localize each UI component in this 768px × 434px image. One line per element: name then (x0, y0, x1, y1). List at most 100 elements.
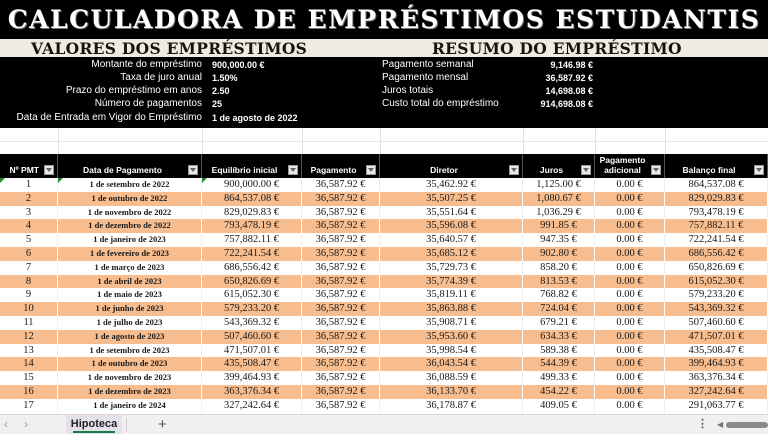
table-cell[interactable]: 36,587.92 € (302, 398, 380, 413)
horizontal-scrollbar[interactable] (726, 422, 768, 428)
table-cell[interactable]: 793,478.19 € (665, 205, 768, 220)
table-cell[interactable]: 1 de setembro de 2023 (58, 343, 202, 358)
table-cell[interactable]: 36,587.92 € (302, 205, 380, 220)
table-cell[interactable]: 36,587.92 € (302, 274, 380, 289)
column-header[interactable]: Pagamento adicional (595, 154, 665, 178)
table-cell[interactable]: 679.21 € (523, 315, 595, 330)
table-cell[interactable]: 327,242.64 € (665, 384, 768, 399)
table-cell[interactable]: 543,369.32 € (202, 315, 302, 330)
start-date-value[interactable]: 1 de agosto de 2022 (212, 113, 298, 123)
table-cell[interactable]: 35,774.39 € (380, 274, 523, 289)
table-cell[interactable]: 947.35 € (523, 233, 595, 247)
table-cell[interactable]: 864,537.08 € (202, 191, 302, 206)
table-cell[interactable]: 615,052.30 € (665, 274, 768, 289)
table-cell[interactable]: 650,826.69 € (665, 260, 768, 275)
table-cell[interactable]: 17 (0, 398, 58, 413)
table-cell[interactable]: 686,556.42 € (202, 260, 302, 275)
table-cell[interactable]: 35,507.25 € (380, 191, 523, 206)
table-cell[interactable]: 793,478.19 € (202, 219, 302, 234)
table-cell[interactable]: 35,640.57 € (380, 233, 523, 247)
table-cell[interactable]: 454.22 € (523, 384, 595, 399)
table-cell[interactable]: 1 de outubro de 2023 (58, 357, 202, 372)
table-cell[interactable]: 543,369.32 € (665, 302, 768, 316)
table-cell[interactable]: 36,088.59 € (380, 371, 523, 385)
table-cell[interactable]: 36,587.92 € (302, 315, 380, 330)
filter-dropdown-icon[interactable] (581, 165, 591, 175)
interest-rate-value[interactable]: 1.50% (212, 73, 238, 83)
table-cell[interactable]: 435,508.47 € (665, 343, 768, 358)
table-cell[interactable]: 1 de dezembro de 2022 (58, 219, 202, 234)
table-cell[interactable]: 0.00 € (595, 260, 665, 275)
table-cell[interactable]: 11 (0, 315, 58, 330)
table-cell[interactable]: 1 de novembro de 2022 (58, 205, 202, 220)
table-cell[interactable]: 7 (0, 260, 58, 275)
table-cell[interactable]: 1,080.67 € (523, 191, 595, 206)
more-options-icon[interactable]: ⋮ (697, 418, 708, 430)
table-cell[interactable]: 35,462.92 € (380, 178, 523, 192)
table-cell[interactable]: 36,587.92 € (302, 288, 380, 303)
table-cell[interactable]: 499.33 € (523, 371, 595, 385)
table-cell[interactable]: 1 de janeiro de 2023 (58, 233, 202, 247)
table-cell[interactable]: 1 de dezembro de 2023 (58, 384, 202, 399)
loan-term-value[interactable]: 2.50 (212, 86, 230, 96)
table-cell[interactable]: 544.39 € (523, 357, 595, 372)
table-cell[interactable]: 14 (0, 357, 58, 372)
table-cell[interactable]: 471,507.01 € (665, 329, 768, 344)
table-cell[interactable]: 35,908.71 € (380, 315, 523, 330)
table-cell[interactable]: 1 de setembro de 2022 (58, 178, 202, 192)
table-cell[interactable]: 0.00 € (595, 302, 665, 316)
table-cell[interactable]: 36,587.92 € (302, 371, 380, 385)
table-cell[interactable]: 757,882.11 € (202, 233, 302, 247)
table-cell[interactable]: 579,233.20 € (202, 302, 302, 316)
table-cell[interactable]: 757,882.11 € (665, 219, 768, 234)
table-cell[interactable]: 0.00 € (595, 219, 665, 234)
table-cell[interactable]: 36,587.92 € (302, 246, 380, 261)
table-cell[interactable]: 0.00 € (595, 384, 665, 399)
table-cell[interactable]: 36,178.87 € (380, 398, 523, 413)
table-cell[interactable]: 0.00 € (595, 274, 665, 289)
table-cell[interactable]: 858.20 € (523, 260, 595, 275)
table-cell[interactable]: 36,587.92 € (302, 329, 380, 344)
table-cell[interactable]: 36,587.92 € (302, 384, 380, 399)
column-header[interactable]: Balanço final (665, 154, 768, 178)
table-cell[interactable]: 813.53 € (523, 274, 595, 289)
table-cell[interactable]: 36,587.92 € (302, 178, 380, 192)
table-cell[interactable]: 36,587.92 € (302, 219, 380, 234)
column-header[interactable]: Diretor (380, 154, 523, 178)
table-cell[interactable]: 507,460.60 € (202, 329, 302, 344)
table-cell[interactable]: 327,242.64 € (202, 398, 302, 413)
table-cell[interactable]: 1 (0, 178, 58, 192)
table-cell[interactable]: 399,464.93 € (202, 371, 302, 385)
table-cell[interactable]: 35,998.54 € (380, 343, 523, 358)
table-cell[interactable]: 16 (0, 384, 58, 399)
filter-dropdown-icon[interactable] (366, 165, 376, 175)
table-cell[interactable]: 0.00 € (595, 371, 665, 385)
table-cell[interactable]: 363,376.34 € (665, 371, 768, 385)
table-cell[interactable]: 0.00 € (595, 329, 665, 344)
table-cell[interactable]: 409.05 € (523, 398, 595, 413)
table-cell[interactable]: 1 de julho de 2023 (58, 315, 202, 330)
table-cell[interactable]: 10 (0, 302, 58, 316)
table-cell[interactable]: 36,587.92 € (302, 260, 380, 275)
table-cell[interactable]: 0.00 € (595, 246, 665, 261)
filter-dropdown-icon[interactable] (288, 165, 298, 175)
table-cell[interactable]: 589.38 € (523, 343, 595, 358)
prev-sheet-icon[interactable]: ‹ (4, 417, 8, 431)
table-cell[interactable]: 35,596.08 € (380, 219, 523, 234)
table-cell[interactable]: 6 (0, 246, 58, 261)
table-cell[interactable]: 36,587.92 € (302, 233, 380, 247)
table-cell[interactable]: 1 de fevereiro de 2023 (58, 246, 202, 261)
table-cell[interactable]: 0.00 € (595, 315, 665, 330)
table-cell[interactable]: 36,133.70 € (380, 384, 523, 399)
table-cell[interactable]: 864,537.08 € (665, 178, 768, 192)
table-cell[interactable]: 991.85 € (523, 219, 595, 234)
next-sheet-icon[interactable]: › (24, 417, 28, 431)
table-cell[interactable]: 1 de janeiro de 2024 (58, 398, 202, 413)
table-cell[interactable]: 829,029.83 € (665, 191, 768, 206)
filter-dropdown-icon[interactable] (651, 165, 661, 175)
filter-dropdown-icon[interactable] (509, 165, 519, 175)
table-cell[interactable]: 829,029.83 € (202, 205, 302, 220)
table-cell[interactable]: 435,508.47 € (202, 357, 302, 372)
table-cell[interactable]: 768.82 € (523, 288, 595, 303)
table-cell[interactable]: 507,460.60 € (665, 315, 768, 330)
